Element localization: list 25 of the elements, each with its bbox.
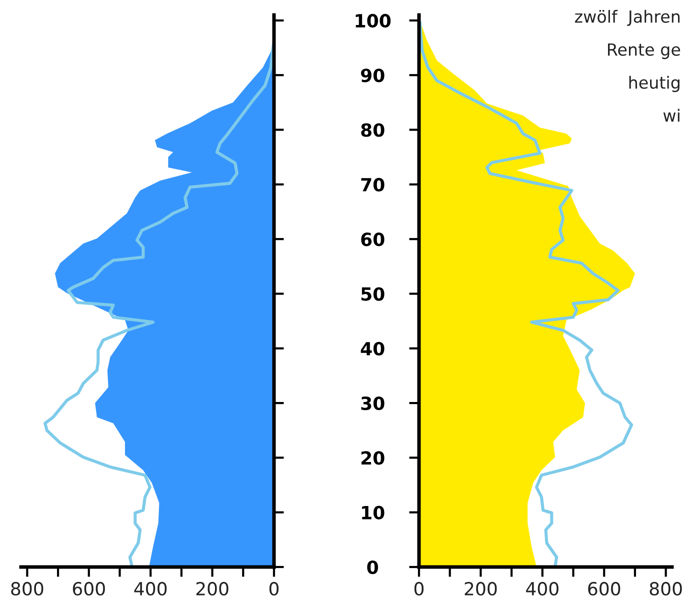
x-tick-label: 200 <box>464 582 497 596</box>
y-tick-label: 100 <box>356 14 391 28</box>
y-tick-label: 60 <box>361 232 384 246</box>
x-tick-label: 0 <box>414 582 424 596</box>
y-tick-label: 80 <box>361 123 384 137</box>
x-tick-label: 0 <box>269 582 279 596</box>
x-tick-label: 600 <box>72 582 105 596</box>
x-tick-label: 200 <box>196 582 228 596</box>
annotation: zwölf Jahren <box>575 10 680 26</box>
x-tick-label: 400 <box>526 582 558 596</box>
y-tick-label: 30 <box>361 396 384 410</box>
annotation: Rente ge <box>608 43 680 60</box>
y-tick-label: 50 <box>361 287 384 301</box>
annotation: wi <box>663 108 680 122</box>
x-tick-label: 600 <box>588 582 620 596</box>
y-tick-label: 70 <box>361 178 384 192</box>
x-tick-label: 800 <box>11 582 44 596</box>
y-tick-label: 20 <box>361 451 384 465</box>
x-tick-label: 800 <box>650 582 682 596</box>
y-tick-label: 10 <box>362 506 384 520</box>
y-tick-label: 40 <box>360 342 384 356</box>
y-tick-label: 0 <box>367 560 378 574</box>
y-tick-label: 90 <box>360 68 384 82</box>
x-tick-label: 400 <box>134 582 167 596</box>
annotation: heutig <box>629 76 680 92</box>
